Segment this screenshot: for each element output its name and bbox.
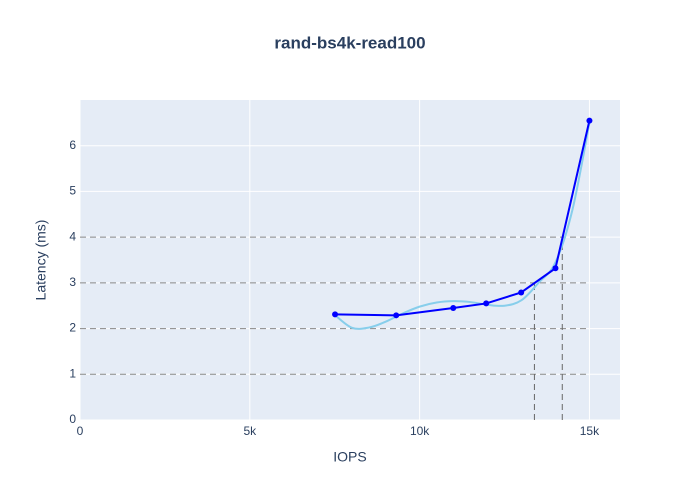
- y-tick-label: 0: [69, 412, 76, 426]
- y-tick-label: 6: [69, 138, 76, 152]
- data-point: [586, 117, 593, 124]
- data-point: [518, 289, 525, 296]
- chart-title: rand-bs4k-read100: [274, 33, 425, 52]
- data-point: [552, 265, 559, 272]
- x-tick-label: 0: [77, 424, 84, 438]
- y-tick-label: 5: [69, 184, 76, 198]
- x-tick-label: 15k: [580, 424, 600, 438]
- x-tick-label: 10k: [410, 424, 430, 438]
- y-tick-label: 3: [69, 275, 76, 289]
- data-point: [450, 305, 457, 311]
- x-axis-title: IOPS: [333, 449, 366, 465]
- plot-area: [80, 100, 620, 420]
- y-tick-label: 2: [69, 321, 76, 335]
- y-axis-title: Latency (ms): [33, 220, 49, 301]
- data-point: [483, 300, 490, 307]
- data-point: [332, 311, 339, 318]
- y-tick-label: 4: [69, 229, 76, 243]
- y-tick-label: 1: [69, 366, 76, 380]
- x-tick-label: 5k: [243, 424, 257, 438]
- data-point: [393, 312, 400, 319]
